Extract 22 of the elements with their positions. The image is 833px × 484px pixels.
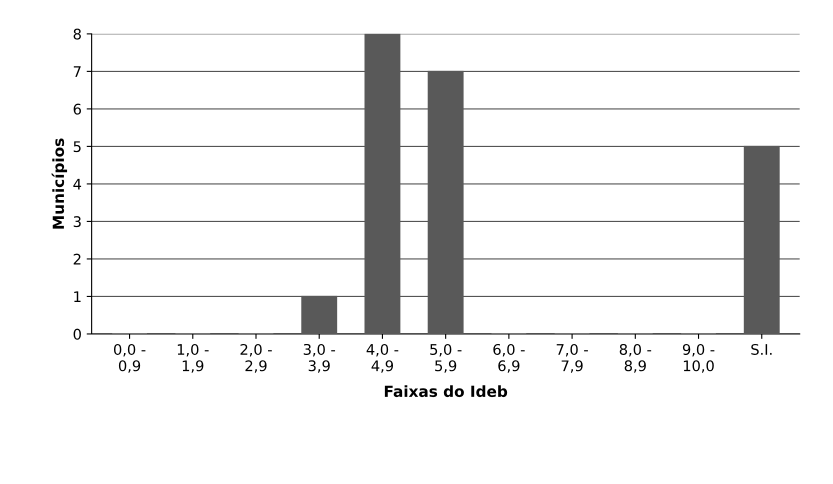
x-tick-label: 4,0 - 4,9 (366, 344, 398, 373)
y-tick-label: 4 (73, 178, 82, 190)
x-tick-label: 8,0 - 8,9 (620, 344, 652, 373)
x-tick-label: 0,0 - 0,9 (114, 344, 146, 373)
x-tick-label: 2,0 - 2,9 (240, 344, 272, 373)
y-tick-label: 5 (74, 141, 81, 152)
y-tick-label: 8 (74, 28, 81, 40)
x-axis-title: Faixas do Ideb (384, 385, 508, 398)
x-tick-label: S.I. (751, 344, 772, 355)
x-tick-label: 3,0 - 3,9 (304, 344, 336, 373)
x-tick-label: 7,0 - 7,9 (556, 344, 588, 373)
y-tick-label: 1 (74, 291, 81, 302)
y-tick-label: 2 (74, 254, 80, 264)
y-tick-label: 7 (74, 66, 81, 77)
x-tick-label: 1,0 - 1,9 (178, 344, 209, 373)
y-tick-label: 0 (74, 328, 81, 340)
y-tick-label: 3 (74, 216, 81, 228)
y-tick-label: 6 (74, 104, 81, 115)
x-tick-label: 6,0 - 6,9 (493, 344, 525, 373)
y-axis-title: Municípios (52, 138, 68, 229)
x-tick-label: 9,0 - 10,0 (682, 344, 714, 373)
x-tick-label: 5,0 - 5,9 (430, 344, 462, 373)
